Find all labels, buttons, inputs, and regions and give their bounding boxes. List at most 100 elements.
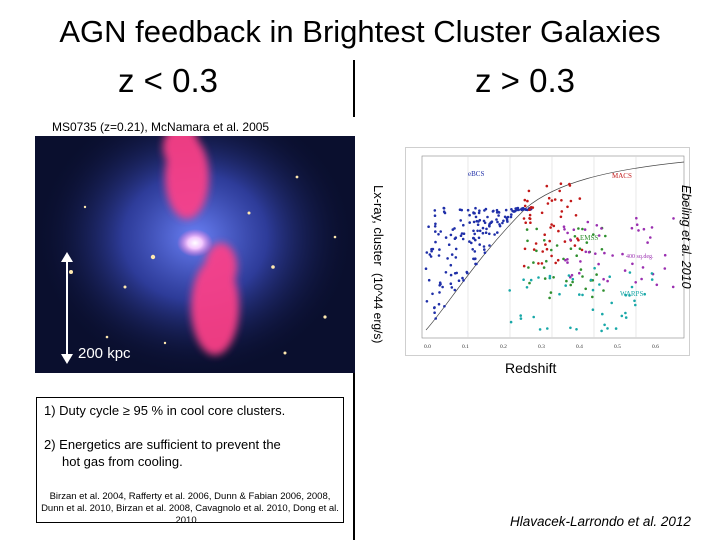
svg-text:Lx-ray, cluster (10^44 erg: Lx-ray, cluster (10^44 erg/s) xyxy=(371,185,386,343)
scatter-point xyxy=(562,225,566,228)
scatter-point xyxy=(591,295,594,299)
scatter-point xyxy=(578,271,581,275)
scatter-point xyxy=(635,223,639,226)
scatter-point xyxy=(569,247,573,250)
y-label-units: (10^44 erg/s) xyxy=(371,273,385,343)
scatter-point xyxy=(473,257,476,261)
scatter-point xyxy=(569,238,572,241)
scatter-point xyxy=(481,226,485,230)
scatter-point xyxy=(583,228,587,231)
scatter-point xyxy=(553,198,557,201)
scatter-point xyxy=(600,248,604,251)
scatter-point xyxy=(672,217,675,220)
scatter-point xyxy=(552,276,555,279)
scatter-point xyxy=(497,211,501,214)
scatter-point xyxy=(579,260,582,263)
scatter-point xyxy=(578,197,582,200)
scatter-point xyxy=(438,281,442,284)
scatter-point xyxy=(546,202,550,205)
scatter-point xyxy=(509,215,513,219)
scatter-point xyxy=(459,219,462,222)
scatter-point xyxy=(490,220,494,223)
survey-label-ebcs: eBCS xyxy=(468,170,484,178)
scatter-point xyxy=(566,258,569,261)
scatter-point xyxy=(496,231,499,234)
survey-label-warps: WARPS xyxy=(620,290,643,298)
scatter-point xyxy=(491,210,495,213)
scatter-point xyxy=(427,225,430,228)
scatter-point xyxy=(558,292,561,296)
scatter-point xyxy=(597,262,600,266)
scatter-point xyxy=(431,292,434,296)
scatter-point xyxy=(548,239,551,243)
scatter-point xyxy=(593,266,596,270)
scatter-point xyxy=(454,247,458,251)
scatter-point xyxy=(595,273,598,276)
scatter-point xyxy=(461,276,464,280)
scatter-point xyxy=(544,243,547,246)
scatter-point xyxy=(434,222,437,226)
scatter-point xyxy=(564,258,567,262)
scatter-point xyxy=(512,210,516,213)
scatter-point xyxy=(540,211,544,215)
scatter-point xyxy=(498,224,502,228)
scatter-point xyxy=(525,286,529,289)
scatter-point xyxy=(524,221,527,224)
scatter-point xyxy=(502,219,505,223)
scatter-point xyxy=(529,206,533,209)
scatter-point xyxy=(457,279,461,282)
scatter-point xyxy=(526,239,529,243)
scatter-point xyxy=(527,189,531,193)
scatter-point xyxy=(449,233,453,237)
scatter-point xyxy=(461,237,465,241)
scatter-point xyxy=(478,243,481,246)
scatter-point xyxy=(472,211,475,215)
scatter-point xyxy=(433,214,437,217)
scatter-point xyxy=(566,205,569,209)
scatter-point xyxy=(550,223,553,226)
scatter-point xyxy=(549,291,553,294)
scatter-point xyxy=(471,248,474,251)
scatter-point xyxy=(550,199,554,202)
scatter-point xyxy=(495,218,498,221)
scatter-point xyxy=(483,221,487,225)
scatter-point xyxy=(570,273,574,277)
scatter-point xyxy=(641,266,645,269)
scatter-point xyxy=(532,261,535,264)
scatter-point xyxy=(446,257,449,260)
scatter-point xyxy=(585,241,589,244)
scatter-point xyxy=(449,263,453,267)
scatter-point xyxy=(425,300,429,303)
scatter-point xyxy=(565,279,568,283)
scatter-point xyxy=(587,250,591,254)
scatter-point xyxy=(603,323,606,327)
scatter-point xyxy=(577,238,580,242)
scatter-point xyxy=(442,210,446,213)
scatter-point xyxy=(526,199,529,203)
scatter-point xyxy=(434,317,437,320)
scatter-point xyxy=(606,279,609,283)
scatter-point xyxy=(589,278,593,282)
scatter-point xyxy=(543,239,546,242)
scatter-point xyxy=(566,231,569,235)
scatter-point xyxy=(548,274,552,278)
scatter-point xyxy=(442,207,446,210)
plot-x-axis-label: Redshift xyxy=(505,360,557,376)
ms0735-image xyxy=(35,117,355,373)
scatter-point xyxy=(663,253,667,257)
scatter-point xyxy=(506,220,509,223)
survey-label-400sqdeg: 400 sq.deg. xyxy=(626,254,654,260)
scatter-point xyxy=(597,234,601,237)
scatter-point xyxy=(433,306,436,310)
scatter-point xyxy=(586,220,590,224)
left-heading: z < 0.3 xyxy=(118,62,218,99)
scatter-point xyxy=(624,311,627,315)
scatter-point xyxy=(663,267,667,270)
scatter-point xyxy=(557,229,560,233)
y-label-main: Lx-ray, cluster xyxy=(371,185,386,266)
scatter-point xyxy=(537,262,540,265)
scatter-point xyxy=(600,329,603,333)
scatter-point xyxy=(437,233,440,236)
scatter-point xyxy=(444,236,448,239)
scatter-point xyxy=(628,271,632,274)
